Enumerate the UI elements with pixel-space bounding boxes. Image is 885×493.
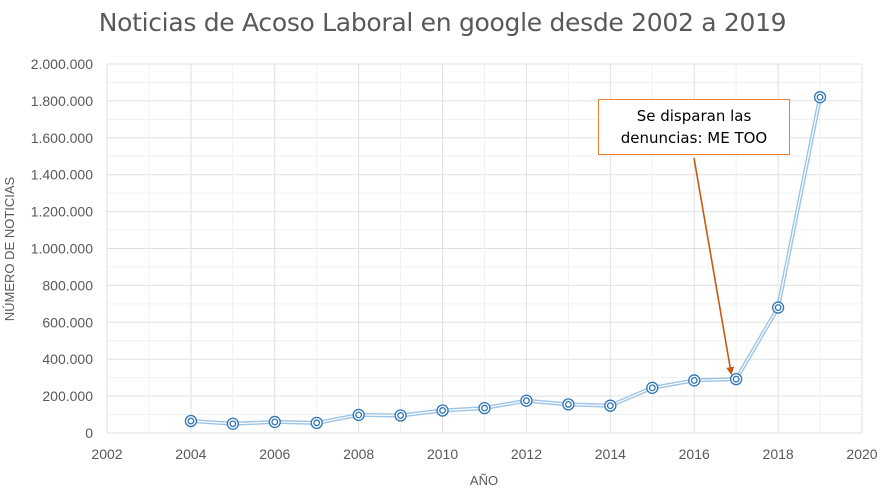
data-point-inner [522, 397, 530, 405]
y-tick-label: 800.000 [42, 277, 93, 293]
x-axis-ticks: 2002 2004 2006 2008 2010 2012 2014 2016 2018 2020 [91, 446, 877, 462]
series-line [184, 91, 827, 430]
chart-title: Noticias de Acoso Laboral en google desd… [98, 8, 787, 37]
y-tick-label: 200.000 [42, 388, 93, 404]
gridlines [106, 63, 863, 434]
x-tick-label: 2010 [427, 446, 458, 462]
data-point-inner [439, 407, 447, 414]
y-tick-label: 600.000 [42, 314, 93, 330]
data-point-inner [229, 420, 237, 428]
data-point-inner [606, 402, 614, 410]
data-point-inner [690, 376, 698, 384]
x-tick-label: 2018 [763, 446, 794, 462]
data-point-inner [481, 404, 488, 412]
y-tick-label: 1.200.000 [31, 204, 93, 220]
data-point-inner [355, 411, 363, 419]
x-tick-label: 2012 [511, 446, 542, 462]
y-tick-label: 1.000.000 [31, 241, 93, 257]
x-axis-label: AÑO [470, 473, 498, 488]
annotation-arrow-line [693, 157, 735, 376]
x-tick-label: 2008 [343, 446, 374, 462]
data-point-inner [564, 400, 572, 408]
data-point-inner [271, 418, 279, 426]
annotation-arrow [693, 157, 735, 376]
y-axis-ticks: 0 200.000 400.000 600.000 800.000 1.000.000 1.… [31, 56, 94, 441]
y-tick-label: 2.000.000 [31, 56, 93, 72]
x-tick-label: 2006 [259, 446, 290, 462]
data-point-inner [397, 412, 405, 419]
series-line-inner [190, 97, 821, 425]
data-point-inner [774, 304, 782, 311]
x-tick-label: 2020 [846, 446, 877, 462]
data-point-inner [732, 375, 740, 383]
y-tick-label: 1.800.000 [31, 93, 93, 109]
y-tick-label: 1.400.000 [31, 167, 93, 183]
data-point-inner [816, 93, 824, 101]
x-tick-label: 2016 [679, 446, 710, 462]
data-point-inner [648, 384, 656, 392]
data-point-inner [187, 417, 195, 425]
y-tick-label: 1.600.000 [31, 130, 93, 146]
y-tick-label: 400.000 [42, 351, 93, 367]
annotation-callout: Se disparan las denuncias: ME TOO [598, 99, 790, 155]
x-tick-label: 2002 [91, 446, 122, 462]
x-tick-label: 2014 [595, 446, 626, 462]
y-tick-label: 0 [85, 425, 93, 441]
y-axis-label: NÚMERO DE NOTICIAS [2, 176, 17, 321]
x-tick-label: 2004 [175, 446, 206, 462]
data-point-inner [313, 419, 321, 427]
